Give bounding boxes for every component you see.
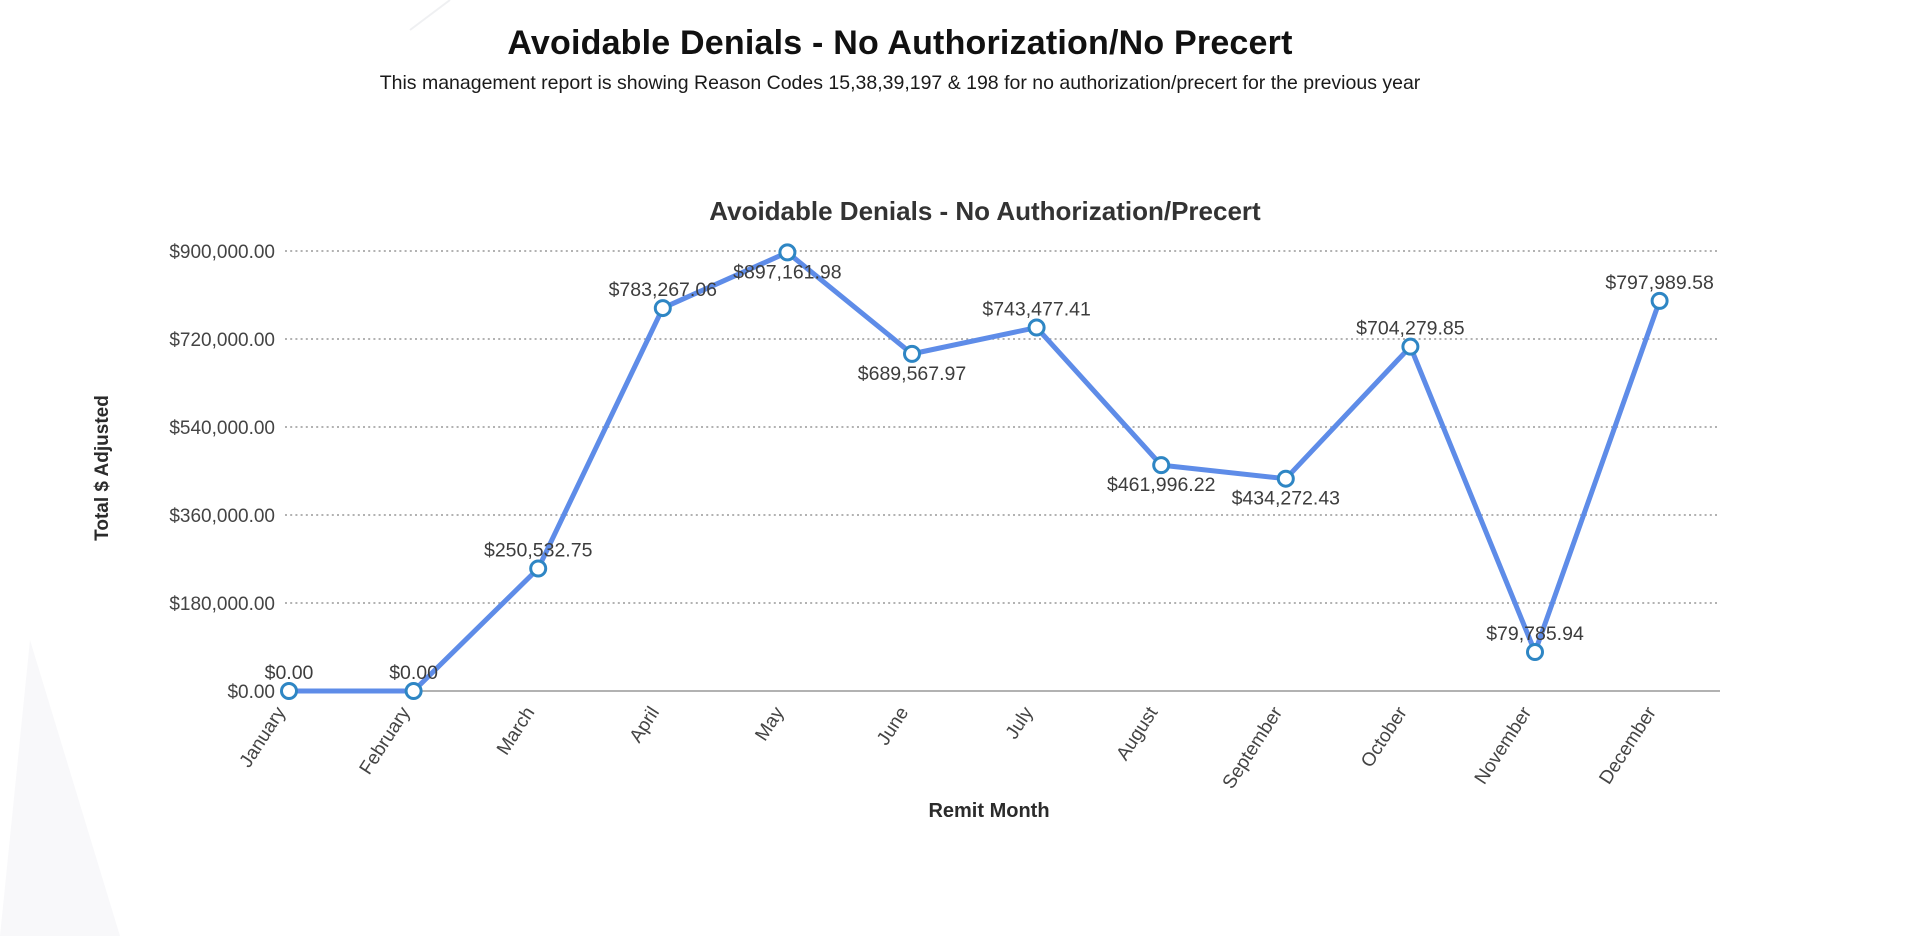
- data-point-label: $434,272.43: [1232, 488, 1340, 510]
- data-point-marker[interactable]: [653, 299, 672, 318]
- data-point-label: $250,532.75: [484, 540, 593, 562]
- data-point-marker[interactable]: [1276, 469, 1295, 488]
- y-tick-label: $540,000.00: [169, 418, 275, 439]
- data-point-label: $461,996.22: [1107, 474, 1215, 496]
- x-tick-label: February: [356, 703, 415, 779]
- chart-title: Avoidable Denials - No Authorization/Pre…: [709, 196, 1261, 226]
- background-swoosh-line: [409, 0, 451, 31]
- x-tick-label: March: [493, 703, 539, 759]
- data-point-label: $783,267.06: [609, 279, 717, 301]
- x-tick-label: May: [751, 703, 788, 745]
- x-axis-title: Remit Month: [928, 800, 1050, 822]
- data-point-marker[interactable]: [1526, 642, 1544, 661]
- data-point-label: $0.00: [389, 662, 438, 684]
- report-header: Avoidable Denials - No Authorization/No …: [0, 24, 1800, 95]
- data-point-label: $897,161.98: [733, 261, 841, 283]
- x-tick-label: April: [626, 703, 664, 746]
- x-tick-label: July: [1002, 703, 1038, 743]
- x-tick-label: August: [1113, 703, 1163, 765]
- report-subtitle: This management report is showing Reason…: [379, 72, 1421, 94]
- data-point-marker[interactable]: [404, 682, 423, 700]
- data-point-label: $0.00: [265, 662, 314, 684]
- x-tick-label: December: [1595, 703, 1661, 789]
- x-tick-label: June: [873, 703, 913, 749]
- x-tick-label: January: [236, 703, 291, 772]
- data-point-marker[interactable]: [903, 344, 921, 363]
- x-tick-label: September: [1219, 703, 1288, 793]
- report-title: Avoidable Denials - No Authorization/No …: [507, 24, 1293, 62]
- data-point-marker[interactable]: [1027, 318, 1046, 337]
- data-point-marker[interactable]: [1401, 337, 1420, 356]
- data-point-marker[interactable]: [1650, 291, 1669, 310]
- data-point-label: $79,785.94: [1486, 623, 1584, 645]
- y-tick-label: $360,000.00: [169, 506, 275, 527]
- y-tick-label: $0.00: [227, 682, 275, 703]
- data-point-label: $797,989.58: [1605, 272, 1713, 294]
- x-tick-label: October: [1357, 703, 1412, 772]
- series-line: [286, 249, 1663, 694]
- data-point-marker[interactable]: [529, 559, 548, 578]
- data-point-marker[interactable]: [1152, 456, 1171, 475]
- y-tick-label: $180,000.00: [169, 594, 275, 615]
- data-point-label: $743,477.41: [982, 299, 1090, 321]
- background-swoosh: [0, 640, 120, 936]
- data-point-marker[interactable]: [778, 243, 797, 262]
- x-tick-label: November: [1471, 703, 1537, 789]
- data-point-marker[interactable]: [280, 682, 298, 700]
- data-point-label: $689,567.97: [858, 363, 966, 385]
- y-tick-label: $720,000.00: [169, 330, 275, 351]
- y-tick-label: $900,000.00: [169, 242, 275, 263]
- data-point-label: $704,279.85: [1356, 318, 1465, 340]
